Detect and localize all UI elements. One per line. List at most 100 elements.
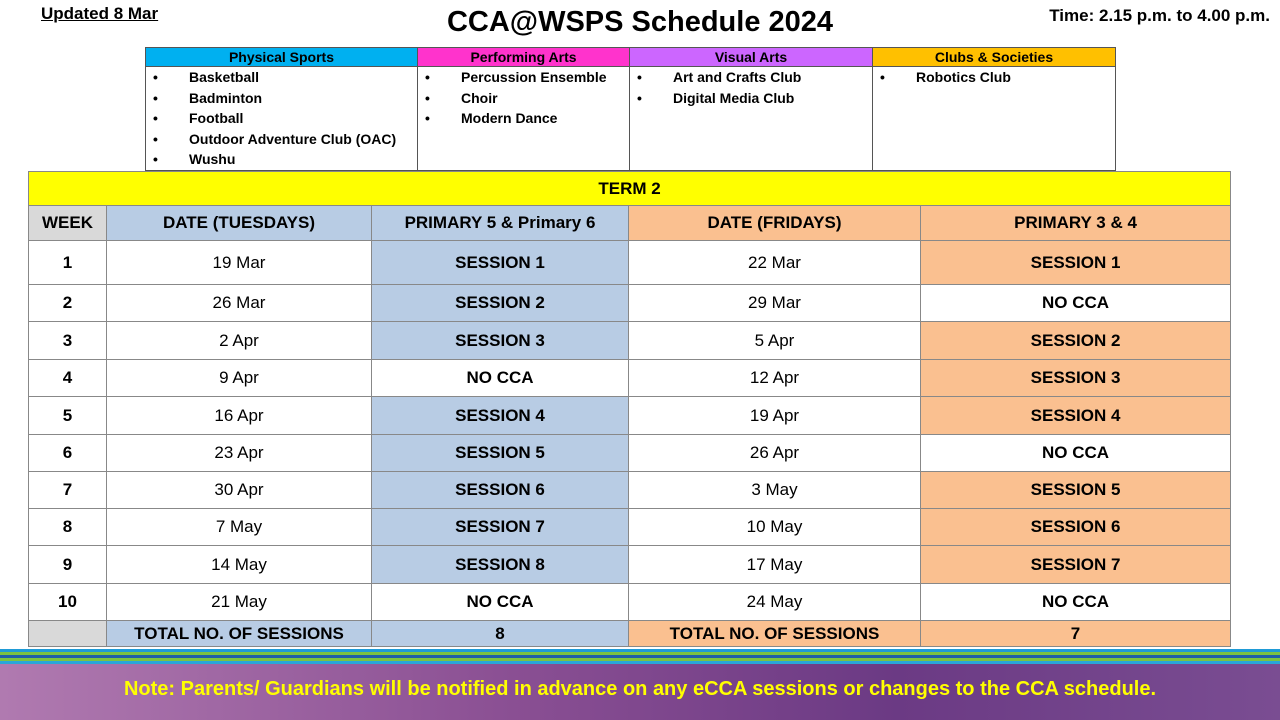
- cca-item: Modern Dance: [418, 108, 629, 129]
- week-number: 1: [28, 240, 107, 285]
- session-p56: SESSION 6: [371, 471, 629, 509]
- header-primary-5-6: PRIMARY 5 & Primary 6: [371, 205, 629, 241]
- category-clubs-societies: Clubs & Societies: [872, 47, 1116, 67]
- header-date-tuesdays: DATE (TUESDAYS): [106, 205, 372, 241]
- category-physical-sports: Physical Sports: [145, 47, 418, 67]
- date-tuesday: 2 Apr: [106, 321, 372, 360]
- cca-item: Wushu: [146, 149, 417, 170]
- date-friday: 19 Apr: [628, 396, 921, 435]
- week-number: 4: [28, 359, 107, 397]
- session-p56: NO CCA: [371, 583, 629, 621]
- header-date-fridays: DATE (FRIDAYS): [628, 205, 921, 241]
- table-row: 5 16 Apr SESSION 4 19 Apr SESSION 4: [28, 396, 1232, 435]
- cca-item: Percussion Ensemble: [418, 67, 629, 88]
- cca-item: Digital Media Club: [630, 88, 872, 109]
- category-items-physical-sports: Basketball Badminton Football Outdoor Ad…: [145, 66, 418, 171]
- updated-date: Updated 8 Mar: [41, 4, 159, 23]
- week-number: 7: [28, 471, 107, 509]
- date-tuesday: 26 Mar: [106, 284, 372, 322]
- date-tuesday: 23 Apr: [106, 434, 372, 472]
- time-label: Time: 2.15 p.m. to 4.00 p.m.: [1049, 6, 1270, 25]
- cca-item: Basketball: [146, 67, 417, 88]
- date-tuesday: 16 Apr: [106, 396, 372, 435]
- session-p34: SESSION 3: [919, 359, 1232, 397]
- session-p56: SESSION 3: [371, 321, 629, 360]
- total-sessions-p56: 8: [371, 620, 629, 647]
- cca-item: Badminton: [146, 88, 417, 109]
- session-p56: SESSION 7: [371, 508, 629, 546]
- date-friday: 12 Apr: [628, 359, 921, 397]
- session-p34: SESSION 2: [919, 321, 1232, 360]
- date-friday: 3 May: [628, 471, 921, 509]
- week-number: 6: [28, 434, 107, 472]
- date-tuesday: 21 May: [106, 583, 372, 621]
- cca-item: Robotics Club: [873, 67, 1115, 88]
- date-tuesday: 30 Apr: [106, 471, 372, 509]
- date-friday: 10 May: [628, 508, 921, 546]
- week-number: 8: [28, 508, 107, 546]
- session-p34: SESSION 7: [919, 545, 1232, 584]
- date-tuesday: 19 Mar: [106, 240, 372, 285]
- term-title: TERM 2: [27, 171, 1232, 206]
- table-row: 1 19 Mar SESSION 1 22 Mar SESSION 1: [28, 240, 1232, 285]
- total-label-p34: TOTAL NO. OF SESSIONS: [628, 620, 921, 647]
- date-friday: 5 Apr: [628, 321, 921, 360]
- table-row: 2 26 Mar SESSION 2 29 Mar NO CCA: [28, 284, 1232, 322]
- session-p56: SESSION 8: [371, 545, 629, 584]
- category-items-performing-arts: Percussion Ensemble Choir Modern Dance: [417, 66, 630, 171]
- table-row: 9 14 May SESSION 8 17 May SESSION 7: [28, 545, 1232, 584]
- totals-blank: [28, 620, 107, 647]
- total-sessions-p34: 7: [919, 620, 1232, 647]
- session-p56: SESSION 1: [371, 240, 629, 285]
- header-primary-3-4: PRIMARY 3 & 4: [919, 205, 1232, 241]
- date-tuesday: 14 May: [106, 545, 372, 584]
- session-p56: SESSION 5: [371, 434, 629, 472]
- week-number: 9: [28, 545, 107, 584]
- date-tuesday: 7 May: [106, 508, 372, 546]
- session-p56: NO CCA: [371, 359, 629, 397]
- decorative-bars: [0, 649, 1280, 664]
- session-p34: NO CCA: [919, 284, 1232, 322]
- cca-item: Art and Crafts Club: [630, 67, 872, 88]
- week-number: 10: [28, 583, 107, 621]
- date-friday: 24 May: [628, 583, 921, 621]
- date-tuesday: 9 Apr: [106, 359, 372, 397]
- session-p34: NO CCA: [919, 583, 1232, 621]
- category-performing-arts: Performing Arts: [417, 47, 630, 67]
- date-friday: 22 Mar: [628, 240, 921, 285]
- total-label-p56: TOTAL NO. OF SESSIONS: [106, 620, 372, 647]
- totals-row: TOTAL NO. OF SESSIONS 8 TOTAL NO. OF SES…: [28, 620, 1232, 647]
- session-p34: SESSION 6: [919, 508, 1232, 546]
- session-p56: SESSION 4: [371, 396, 629, 435]
- cca-item: Choir: [418, 88, 629, 109]
- cca-item: Football: [146, 108, 417, 129]
- session-p56: SESSION 2: [371, 284, 629, 322]
- date-friday: 29 Mar: [628, 284, 921, 322]
- table-row: 6 23 Apr SESSION 5 26 Apr NO CCA: [28, 434, 1232, 472]
- session-p34: SESSION 4: [919, 396, 1232, 435]
- note-banner: [0, 664, 1280, 720]
- week-number: 2: [28, 284, 107, 322]
- header-week: WEEK: [28, 205, 107, 241]
- term-schedule-table: TERM 2 WEEK DATE (TUESDAYS) PRIMARY 5 & …: [27, 171, 1232, 647]
- week-number: 3: [28, 321, 107, 360]
- category-visual-arts: Visual Arts: [629, 47, 873, 67]
- week-number: 5: [28, 396, 107, 435]
- session-p34: NO CCA: [919, 434, 1232, 472]
- table-header-row: WEEK DATE (TUESDAYS) PRIMARY 5 & Primary…: [28, 205, 1232, 241]
- table-row: 10 21 May NO CCA 24 May NO CCA: [28, 583, 1232, 621]
- date-friday: 17 May: [628, 545, 921, 584]
- cca-categories-table: Physical Sports Performing Arts Visual A…: [145, 47, 1116, 171]
- date-friday: 26 Apr: [628, 434, 921, 472]
- category-items-visual-arts: Art and Crafts Club Digital Media Club: [629, 66, 873, 171]
- cca-item: Outdoor Adventure Club (OAC): [146, 129, 417, 150]
- parent-note: Note: Parents/ Guardians will be notifie…: [123, 678, 1157, 700]
- category-items-clubs-societies: Robotics Club: [872, 66, 1116, 171]
- session-p34: SESSION 5: [919, 471, 1232, 509]
- session-p34: SESSION 1: [919, 240, 1232, 285]
- page-title: CCA@WSPS Schedule 2024: [446, 6, 834, 38]
